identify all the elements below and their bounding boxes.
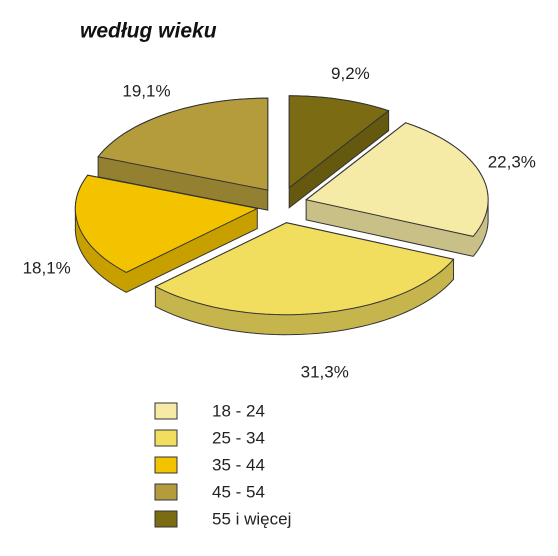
slice (154, 222, 455, 316)
slice (97, 97, 269, 191)
legend-label: 18 - 24 (212, 401, 265, 420)
data-label: 22,3% (488, 152, 536, 171)
legend-label: 25 - 34 (212, 428, 265, 447)
slice (304, 122, 489, 237)
data-label: 9,2% (331, 64, 370, 83)
chart-title: według wieku (80, 20, 217, 43)
data-label: 31,3% (301, 362, 349, 381)
legend-swatch (154, 402, 178, 420)
slice (74, 174, 259, 273)
data-label: 19,1% (122, 82, 170, 101)
legend-label: 55 i więcej (212, 509, 291, 528)
data-label: 18,1% (23, 258, 71, 277)
legend-swatch (154, 510, 178, 528)
legend-label: 45 - 54 (212, 482, 265, 501)
legend-swatch (154, 456, 178, 474)
legend-swatch (154, 429, 178, 447)
legend-swatch (154, 483, 178, 501)
pie (74, 95, 489, 336)
slice (288, 95, 390, 189)
legend-label: 35 - 44 (212, 455, 265, 474)
